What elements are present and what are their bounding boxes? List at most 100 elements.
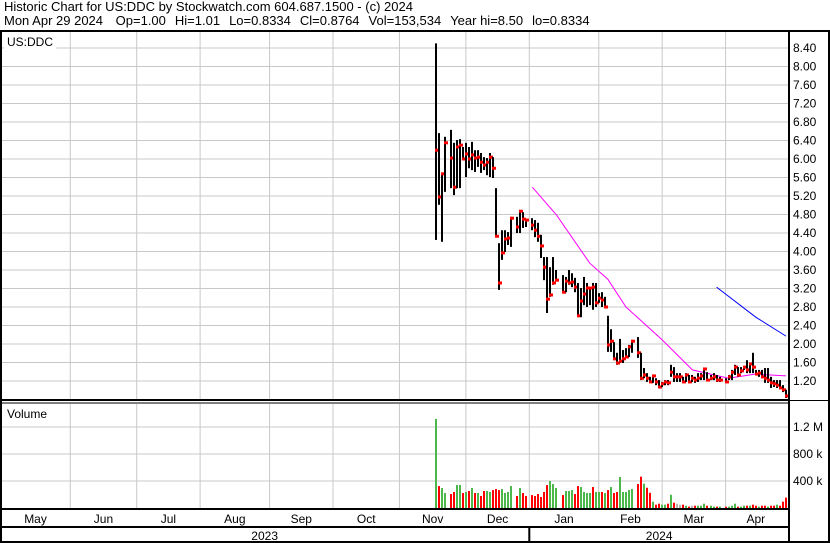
high-low-range	[640, 352, 642, 381]
volume-bar	[646, 487, 648, 508]
volume-bar	[622, 492, 624, 508]
high-low-range	[498, 243, 500, 290]
high-low-range	[589, 288, 591, 306]
volume-bar	[435, 418, 437, 508]
volume-bar	[713, 506, 715, 508]
price-tick-label: 2.00	[793, 337, 817, 351]
high-low-range	[752, 352, 754, 374]
price-bar	[510, 216, 514, 247]
volume-bar	[562, 495, 564, 508]
moving-average-line	[716, 286, 787, 337]
price-tick-label: 3.20	[793, 282, 817, 296]
close-tick	[438, 195, 442, 199]
volume-bar	[664, 504, 666, 508]
volume-bar	[667, 503, 669, 508]
volume-bar	[773, 505, 775, 508]
close-tick	[604, 305, 608, 309]
price-bar	[562, 275, 566, 294]
price-bar	[504, 230, 508, 252]
high-low-range	[546, 257, 548, 314]
quote-high: Hi=1.01	[174, 13, 221, 28]
high-low-range	[438, 133, 440, 205]
volume-bar	[734, 503, 736, 508]
volume-bar	[486, 490, 488, 508]
volume-bar	[658, 503, 660, 508]
close-tick	[453, 185, 457, 189]
close-tick	[441, 172, 445, 176]
volume-bar	[746, 505, 748, 508]
high-low-range	[565, 276, 567, 293]
close-tick	[495, 234, 499, 238]
volume-tick-label: 800 k	[793, 447, 823, 461]
price-bar	[495, 188, 499, 238]
volume-bar	[555, 488, 557, 508]
price-bar	[782, 385, 786, 393]
volume-bar	[495, 489, 497, 508]
volume-bar	[459, 485, 461, 508]
price-bar	[531, 218, 535, 231]
close-tick	[474, 156, 478, 160]
price-bar	[697, 373, 701, 382]
high-low-range	[459, 139, 461, 189]
price-bar	[713, 373, 717, 381]
price-bar	[734, 364, 738, 375]
price-bar	[746, 360, 750, 374]
high-low-range	[779, 380, 781, 388]
price-tick-label: 8.40	[793, 41, 817, 55]
close-tick	[483, 163, 487, 167]
close-tick	[456, 145, 460, 149]
symbol-label-bg	[4, 33, 56, 49]
volume-bar	[444, 493, 446, 508]
price-bar	[785, 389, 789, 398]
close-tick	[540, 244, 544, 248]
volume-bar	[537, 494, 539, 508]
price-bar	[773, 380, 777, 388]
axis-labels: 8.40 8.00 7.60 7.20 6.80 6.40 6.00 5.60 5.20 4.80…	[4, 33, 823, 543]
high-low-range	[580, 288, 582, 318]
volume-bar	[703, 503, 705, 508]
price-bar	[779, 380, 783, 390]
high-low-range	[549, 267, 551, 297]
volume-bar	[697, 505, 699, 508]
price-bar	[655, 378, 659, 386]
price-bar	[770, 376, 774, 388]
high-low-range	[534, 220, 536, 238]
high-low-range	[649, 376, 651, 383]
volume-bar	[574, 494, 576, 508]
close-tick	[713, 375, 717, 379]
price-tick-label: 7.20	[793, 97, 817, 111]
volume-bar	[637, 484, 639, 508]
high-low-range	[583, 276, 585, 306]
volume-bar	[498, 490, 500, 508]
close-tick	[525, 218, 529, 222]
volume-bar	[619, 477, 621, 508]
close-tick	[555, 278, 559, 282]
price-bar	[643, 368, 647, 379]
volume-bar	[577, 486, 579, 508]
price-bar	[540, 234, 544, 258]
close-tick	[571, 280, 575, 284]
volume-bar	[725, 506, 727, 508]
close-tick	[691, 376, 695, 380]
volume-bar	[507, 492, 509, 508]
volume-bar	[731, 505, 733, 508]
close-tick	[546, 297, 550, 301]
volume-bar	[631, 489, 633, 508]
high-low-range	[616, 352, 618, 365]
month-label: Apr	[746, 512, 765, 526]
month-label: Sep	[291, 512, 313, 526]
high-low-range	[525, 220, 527, 227]
volume-bar	[694, 505, 696, 508]
close-tick	[697, 376, 701, 380]
price-bars	[435, 43, 789, 398]
volume-bar	[655, 504, 657, 508]
close-tick	[510, 216, 514, 220]
price-bar	[776, 380, 780, 388]
high-low-range	[501, 230, 503, 260]
high-low-range	[474, 150, 476, 172]
price-tick-label: 2.80	[793, 300, 817, 314]
close-tick	[770, 381, 774, 385]
close-tick	[450, 156, 454, 160]
volume-bar	[534, 495, 536, 508]
volume-bar	[652, 501, 654, 508]
